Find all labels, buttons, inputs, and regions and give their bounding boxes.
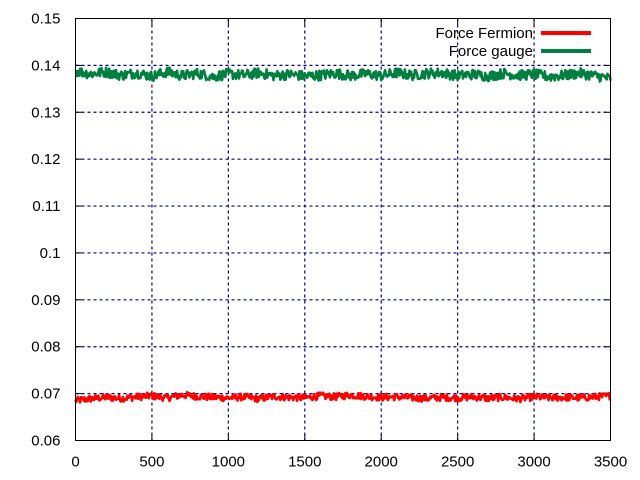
y-tick-label: 0.1: [40, 245, 61, 262]
series-lines: [74, 66, 612, 404]
y-tick-label: 0.07: [31, 386, 60, 403]
legend-label: Force gauge: [449, 43, 533, 60]
y-axis-ticks: 0.06 0.07 0.08 0.09 0.1 0.11 0.12 0.13 0.14 0.15: [31, 11, 611, 450]
x-tick-label: 500: [139, 454, 164, 471]
x-axis-ticks: 0 500 1000 1500 2000 2500 3000 3500: [71, 18, 627, 471]
y-tick-label: 0.14: [31, 57, 60, 74]
x-tick-label: 2500: [441, 454, 474, 471]
plot-frame: [75, 18, 611, 441]
series-line: [74, 66, 612, 83]
y-tick-label: 0.13: [31, 104, 60, 121]
x-tick-label: 3500: [594, 454, 627, 471]
y-tick-label: 0.15: [31, 11, 60, 28]
y-tick-label: 0.06: [31, 433, 60, 450]
x-tick-label: 3000: [517, 454, 550, 471]
x-tick-label: 0: [71, 454, 79, 471]
series-line: [74, 390, 612, 404]
x-tick-label: 1000: [212, 454, 245, 471]
y-tick-label: 0.12: [31, 151, 60, 168]
x-tick-label: 2000: [365, 454, 398, 471]
x-tick-label: 1500: [288, 454, 321, 471]
y-tick-label: 0.09: [31, 292, 60, 309]
y-tick-label: 0.08: [31, 339, 60, 356]
y-tick-label: 0.11: [32, 198, 60, 215]
grid: [75, 18, 611, 441]
legend-label: Force Fermion: [435, 25, 533, 42]
